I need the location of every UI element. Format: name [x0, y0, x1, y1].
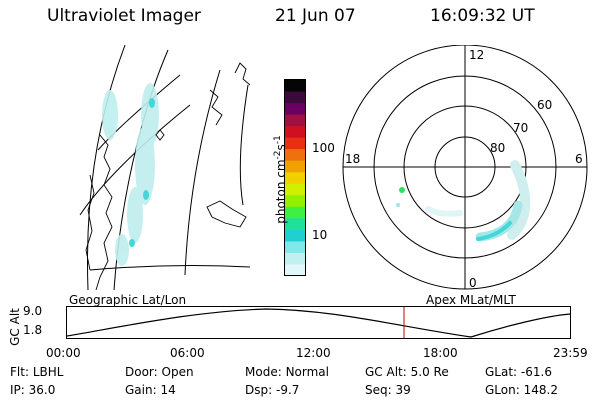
- colorbar-tick-100: 100: [312, 141, 335, 155]
- colorbar-band: [285, 149, 305, 162]
- timeline-x-tick-0: 00:00: [46, 346, 81, 360]
- param-seq: Seq: 39: [365, 383, 411, 397]
- colorbar-label: photon cm-2s-1: [273, 135, 288, 224]
- timeline-y-tick-top: 9.0: [23, 304, 43, 318]
- polar-plot: 12 18 6 0 60 70 80: [342, 45, 588, 290]
- instrument-title: Ultraviolet Imager: [47, 6, 201, 26]
- colorbar-band: [285, 195, 305, 208]
- param-gc-alt: GC Alt: 5.0 Re: [365, 365, 449, 379]
- colorbar-band: [285, 80, 305, 93]
- colorbar-band: [285, 91, 305, 104]
- geo-map-label: Geographic Lat/Lon: [69, 293, 187, 307]
- colorbar: [284, 79, 306, 277]
- coastline: [85, 62, 251, 290]
- lat-label-60: 60: [537, 98, 552, 112]
- colorbar-band: [285, 264, 305, 277]
- colorbar-band: [285, 137, 305, 150]
- timeline-x-tick-3: 18:00: [423, 346, 458, 360]
- colorbar-band: [285, 218, 305, 231]
- timeline-x-tick-4: 23:59: [553, 346, 588, 360]
- param-glat: GLat: -61.6: [485, 365, 552, 379]
- param-ip: IP: 36.0: [10, 383, 56, 397]
- colorbar-band: [285, 172, 305, 185]
- mlt-label-18: 18: [345, 152, 360, 166]
- polar-plot-label: Apex MLat/MLT: [426, 293, 516, 307]
- aurora-emission-geo: [102, 83, 159, 266]
- aurora-emission-polar: [396, 160, 531, 242]
- param-gain: Gain: 14: [125, 383, 176, 397]
- colorbar-tick-10: 10: [312, 228, 328, 242]
- colorbar-band: [285, 126, 305, 139]
- geographic-map: [79, 45, 251, 290]
- param-glon: GLon: 148.2: [485, 383, 558, 397]
- colorbar-band: [285, 183, 305, 196]
- lat-label-70: 70: [513, 121, 528, 135]
- colorbar-band: [285, 206, 305, 219]
- param-filter: Flt: LBHL: [10, 365, 64, 379]
- timeline-x-tick-2: 12:00: [296, 346, 331, 360]
- mlt-label-12: 12: [469, 48, 484, 62]
- param-door: Door: Open: [125, 365, 194, 379]
- colorbar-band: [285, 114, 305, 127]
- lat-label-80: 80: [490, 141, 505, 155]
- colorbar-band: [285, 252, 305, 265]
- colorbar-band: [285, 241, 305, 254]
- param-dsp: Dsp: -9.7: [245, 383, 300, 397]
- mlt-label-6: 6: [575, 152, 583, 166]
- colorbar-band: [285, 103, 305, 116]
- timeline-y-label: GC Alt: [8, 308, 22, 346]
- colorbar-band: [285, 229, 305, 242]
- altitude-timeline: [66, 306, 571, 339]
- timeline-y-tick-bottom: 1.8: [23, 323, 43, 337]
- timeline-x-tick-1: 06:00: [170, 346, 205, 360]
- param-mode: Mode: Normal: [245, 365, 329, 379]
- observation-time: 16:09:32 UT: [430, 6, 535, 26]
- observation-date: 21 Jun 07: [275, 6, 356, 26]
- colorbar-band: [285, 160, 305, 173]
- mlt-label-0: 0: [469, 276, 477, 290]
